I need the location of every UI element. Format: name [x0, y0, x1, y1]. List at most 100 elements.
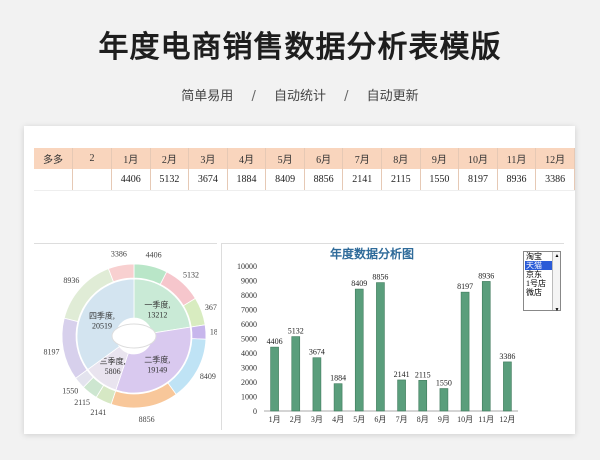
month-values-row: 4406 5132 3674 1884 8409 8856 2141 2115 1550 8197…	[34, 169, 575, 191]
quarter-label: 二季度,	[144, 354, 170, 364]
quarter-label: 一季度,	[144, 300, 170, 310]
month-value-cell[interactable]: 2115	[381, 169, 421, 191]
bar	[312, 357, 322, 412]
quarter-value: 5806	[105, 367, 121, 376]
tag-easy: 简单易用	[181, 89, 234, 104]
data-label: 8936	[478, 271, 494, 280]
x-tick-label: 11月	[478, 415, 494, 424]
tag-separator: /	[344, 89, 349, 104]
month-value-cell[interactable]: 4406	[111, 169, 151, 191]
y-tick-label: 5000	[241, 335, 257, 344]
bar	[439, 388, 449, 412]
x-tick-label: 4月	[332, 415, 344, 424]
bar	[333, 383, 343, 412]
month-header-cell[interactable]: 1月	[111, 148, 151, 169]
month-header-cell[interactable]: 12月	[535, 148, 575, 169]
listbox-option[interactable]: 淘宝	[526, 252, 542, 261]
data-label: 1550	[436, 379, 452, 388]
month-value-cell[interactable]: 3386	[535, 169, 575, 191]
slice-label: 8197	[43, 348, 59, 357]
platform-index-cell[interactable]: 2	[72, 148, 112, 169]
slice-label: 1884	[210, 327, 217, 336]
month-header-cell[interactable]: 7月	[342, 148, 383, 169]
tag-separator: /	[251, 89, 256, 104]
month-header-cell[interactable]: 2月	[150, 148, 190, 169]
data-label: 1884	[330, 374, 346, 383]
y-tick-label: 3000	[241, 364, 257, 373]
month-value-cell[interactable]: 1550	[420, 169, 460, 191]
month-header-cell[interactable]: 4月	[227, 148, 267, 169]
bar	[503, 361, 512, 412]
listbox-scrollbar[interactable]: ▲ ▼	[552, 252, 560, 313]
empty-cell[interactable]	[72, 169, 112, 191]
month-header-cell[interactable]: 6月	[304, 148, 344, 169]
month-header-cell[interactable]: 5月	[265, 148, 305, 169]
data-label: 4406	[267, 337, 283, 346]
slice-label: 3386	[111, 249, 127, 258]
month-header-cell[interactable]: 11月	[497, 148, 537, 169]
bar	[291, 336, 301, 412]
listbox-option[interactable]: 1号店	[526, 279, 546, 288]
spreadsheet-area: 多多 2 1月 2月 3月 4月 5月 6月 7月 8月 9月 10月 11月 12月 4406 513…	[24, 126, 575, 434]
data-label: 5132	[288, 327, 304, 336]
platform-listbox[interactable]: 淘宝 天猫 京东 1号店 微店 ▲ ▼	[523, 251, 561, 313]
data-label: 8197	[457, 282, 473, 291]
x-tick-label: 1月	[269, 415, 281, 424]
x-tick-label: 5月	[353, 415, 365, 424]
x-tick-label: 9月	[438, 415, 450, 424]
slice-label: 8409	[200, 372, 216, 381]
quarter-slice	[133, 278, 191, 334]
month-value-cell[interactable]: 2141	[342, 169, 383, 191]
data-label: 2115	[415, 370, 431, 379]
empty-cell[interactable]	[34, 169, 73, 191]
feature-tags: 简单易用 / 自动统计 / 自动更新	[0, 85, 600, 104]
month-header-cell[interactable]: 8月	[381, 148, 421, 169]
data-label: 3674	[309, 348, 325, 357]
month-value-cell[interactable]: 8409	[265, 169, 305, 191]
y-tick-label: 4000	[241, 349, 257, 358]
y-tick-label: 2000	[241, 378, 257, 387]
listbox-option[interactable]: 京东	[526, 270, 542, 279]
slice-label: 2141	[90, 408, 106, 417]
x-tick-label: 3月	[311, 415, 323, 424]
x-tick-label: 2月	[290, 415, 302, 424]
monthly-bar-chart: 0 1000 2000 3000 4000 5000 6000 7000 8000 9000 100…	[237, 262, 518, 424]
month-slice	[107, 263, 135, 283]
y-tick-label: 10000	[237, 262, 257, 271]
platform-cell[interactable]: 多多	[34, 148, 73, 169]
bar-chart-panel: 年度数据分析图 0 1000 2000 3000 4000 5000 6000 7000 800…	[221, 243, 564, 430]
y-tick-label: 9000	[241, 277, 257, 286]
bar	[460, 291, 470, 412]
listbox-option[interactable]: 天猫	[525, 261, 560, 270]
month-header-cell[interactable]: 9月	[420, 148, 460, 169]
data-label: 3386	[499, 352, 515, 361]
month-value-cell[interactable]: 8936	[497, 169, 537, 191]
quarter-value: 20519	[92, 322, 112, 331]
month-value-cell[interactable]: 3674	[188, 169, 228, 191]
slice-label: 3674	[205, 303, 217, 312]
x-tick-label: 10月	[457, 415, 473, 424]
slice-label: 8936	[63, 276, 79, 285]
slice-label: 5132	[183, 270, 199, 279]
quarter-value: 13212	[147, 311, 167, 320]
slice-label: 8856	[139, 415, 155, 424]
donut-hole	[111, 323, 157, 349]
bar	[354, 288, 364, 412]
month-value-cell[interactable]: 5132	[150, 169, 190, 191]
data-label: 8409	[351, 279, 367, 288]
month-header-cell[interactable]: 3月	[188, 148, 228, 169]
x-tick-label: 8月	[417, 415, 429, 424]
y-tick-label: 6000	[241, 320, 257, 329]
listbox-option[interactable]: 微店	[526, 288, 542, 297]
month-value-cell[interactable]: 1884	[227, 169, 267, 191]
bar	[481, 281, 491, 412]
quarter-slice	[115, 326, 192, 394]
month-value-cell[interactable]: 8856	[304, 169, 344, 191]
month-header-cell[interactable]: 10月	[458, 148, 498, 169]
month-value-cell[interactable]: 8197	[458, 169, 498, 191]
y-tick-label: 1000	[241, 393, 257, 402]
bar	[270, 346, 279, 412]
bar	[397, 379, 406, 412]
